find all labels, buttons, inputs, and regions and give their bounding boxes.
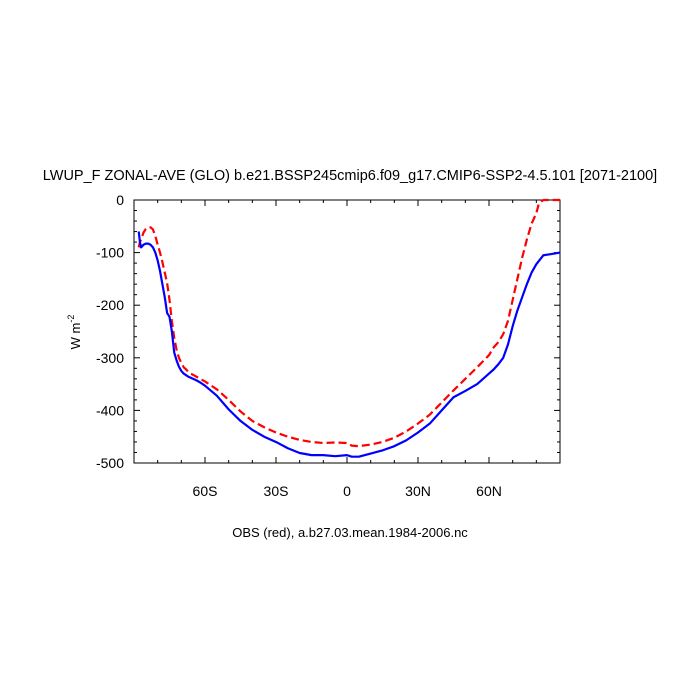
- y-tick-label: 0: [116, 192, 124, 208]
- y-tick-label: -200: [96, 297, 124, 313]
- plot-area: [133, 199, 561, 464]
- y-axis-label: W m-2: [66, 315, 83, 350]
- x-tick-label: 30N: [405, 483, 431, 499]
- x-tick-label: 60S: [193, 483, 218, 499]
- series-line-obs: [137, 198, 560, 448]
- chart-title: LWUP_F ZONAL-AVE (GLO) b.e21.BSSP245cmip…: [43, 168, 657, 184]
- series-group: [137, 198, 561, 458]
- plot-border: [133, 199, 561, 464]
- x-tick-label: 60N: [476, 483, 502, 499]
- chart-caption: OBS (red), a.b27.03.mean.1984-2006.nc: [232, 525, 468, 540]
- y-tick-label: -400: [96, 402, 124, 418]
- y-axis-label-text: W m: [68, 323, 83, 350]
- y-axis-label-exponent: -2: [66, 315, 76, 323]
- y-tick-label: -300: [96, 350, 124, 366]
- y-axis: 0 -100 -200 -300 -400 -500: [96, 192, 560, 471]
- x-tick-label: 30S: [264, 483, 289, 499]
- x-axis: 60S 30S 0 30N 60N: [157, 200, 537, 499]
- x-tick-label: 0: [343, 483, 351, 499]
- series-line-model: [137, 231, 561, 458]
- y-tick-label: -100: [96, 245, 124, 261]
- y-tick-label: -500: [96, 455, 124, 471]
